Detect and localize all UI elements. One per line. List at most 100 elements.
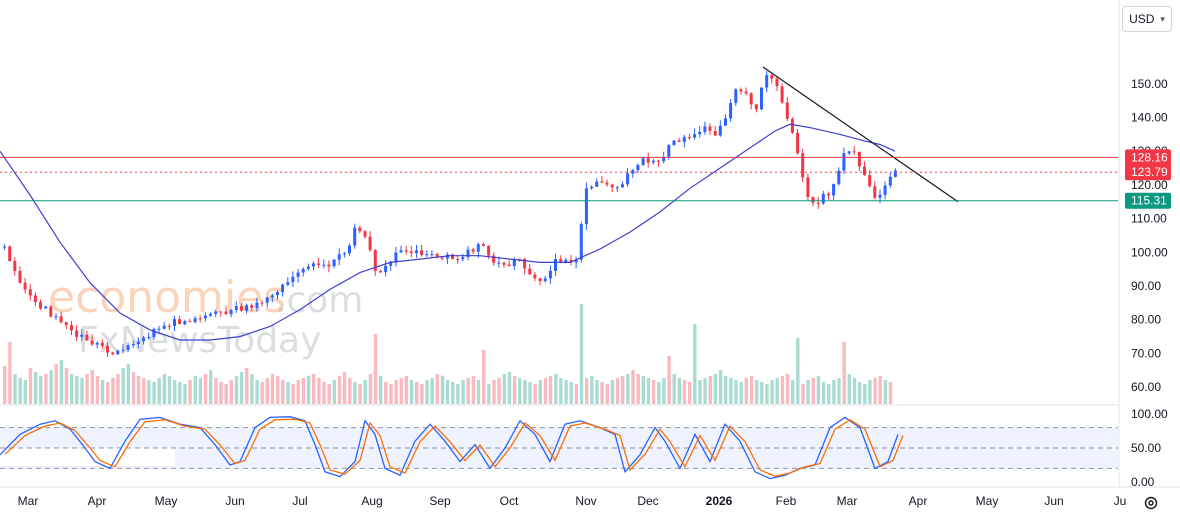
candle-body xyxy=(863,166,866,176)
candle-body xyxy=(348,245,351,254)
candle-body xyxy=(785,102,789,119)
candle-body xyxy=(337,254,341,260)
candle-body xyxy=(59,316,63,323)
candle-body xyxy=(708,126,712,131)
time-tick-label: Aug xyxy=(361,494,382,508)
oscillator-tick-label: 0.00 xyxy=(1131,475,1155,489)
candle-body xyxy=(327,264,331,267)
candle-body xyxy=(827,193,830,196)
volume-bar xyxy=(615,378,620,404)
price-tick-label: 80.00 xyxy=(1131,313,1161,327)
candle-body xyxy=(80,334,84,337)
volume-bar xyxy=(425,380,429,404)
volume-bar xyxy=(600,382,604,404)
currency-selector[interactable]: USD ▾ xyxy=(1122,6,1172,32)
candle-body xyxy=(3,246,6,248)
volume-bar xyxy=(306,376,311,404)
volume-bar xyxy=(590,376,594,404)
candle-body xyxy=(775,78,779,87)
volume-bar xyxy=(672,374,676,404)
volume-bar xyxy=(95,376,100,404)
candle-body xyxy=(610,184,614,188)
candle-body xyxy=(837,170,841,185)
candle-body xyxy=(384,265,388,273)
candle-body xyxy=(631,170,635,174)
time-tick-label: Dec xyxy=(637,494,658,508)
candle-body xyxy=(564,259,568,263)
volume-bar xyxy=(404,376,409,404)
candle-body xyxy=(687,137,691,139)
volume-bar xyxy=(610,380,615,404)
candle-body xyxy=(451,254,454,259)
volume-bar xyxy=(837,378,841,404)
candle-body xyxy=(111,352,115,355)
candle-body xyxy=(584,188,588,225)
candle-body xyxy=(554,259,557,271)
candle-body xyxy=(157,328,161,330)
time-tick-label: Mar xyxy=(837,494,858,508)
candle-body xyxy=(353,227,357,246)
volume-bar xyxy=(883,380,888,404)
volume-bar xyxy=(301,378,306,404)
price-tick-label: 90.00 xyxy=(1131,279,1161,293)
volume-bar xyxy=(713,374,718,404)
candle-body xyxy=(801,153,805,178)
candle-body xyxy=(682,137,686,142)
candle-body xyxy=(281,284,285,292)
settings-button[interactable] xyxy=(1140,494,1162,512)
candle-body xyxy=(574,259,578,263)
candle-body xyxy=(28,289,32,296)
volume-bar xyxy=(662,378,666,404)
candle-body xyxy=(724,118,727,126)
candle-body xyxy=(662,156,666,162)
candle-body xyxy=(219,311,223,313)
volume-bar xyxy=(512,376,517,404)
candle-body xyxy=(75,330,79,337)
volume-bar xyxy=(507,372,512,404)
candle-body xyxy=(193,318,197,322)
candle-body xyxy=(842,153,846,171)
candle-body xyxy=(296,272,300,277)
volume-bar xyxy=(193,376,197,404)
candle-body xyxy=(121,349,125,351)
volume-bars xyxy=(3,304,893,404)
volume-bar xyxy=(142,378,146,404)
volume-bar xyxy=(342,372,347,404)
candle-body xyxy=(322,264,326,266)
volume-bar xyxy=(636,374,640,404)
volume-bar xyxy=(291,384,295,404)
candle-body xyxy=(698,131,702,135)
oscillator-band-gap xyxy=(0,448,175,466)
candle-body xyxy=(703,126,707,132)
volume-bar xyxy=(754,380,759,404)
volume-bar xyxy=(70,374,74,404)
candle-body xyxy=(821,193,825,204)
candle-body xyxy=(250,305,254,308)
candle-body xyxy=(23,282,27,290)
candle-body xyxy=(8,246,12,261)
time-tick-label: May xyxy=(976,494,999,508)
candle-body xyxy=(548,270,552,279)
candle-body xyxy=(245,305,249,311)
level-tag-bg xyxy=(1125,192,1171,209)
volume-bar xyxy=(337,376,342,404)
time-tick-label: May xyxy=(155,494,178,508)
volume-bar xyxy=(780,376,785,404)
volume-bar xyxy=(384,382,388,404)
candle-body xyxy=(100,342,104,346)
volume-bar xyxy=(775,378,779,404)
candle-body xyxy=(44,306,48,309)
volume-bar xyxy=(415,382,419,404)
volume-bar xyxy=(198,378,203,404)
volume-bar xyxy=(523,380,527,404)
candle-body xyxy=(358,227,362,232)
candle-body xyxy=(270,295,274,298)
candle-body xyxy=(209,313,212,316)
gear-icon xyxy=(1144,496,1158,510)
volume-bar xyxy=(409,380,414,404)
candle-body xyxy=(13,261,17,271)
candle-body xyxy=(178,319,182,325)
volume-bar xyxy=(219,382,223,404)
volume-bar xyxy=(270,374,275,404)
